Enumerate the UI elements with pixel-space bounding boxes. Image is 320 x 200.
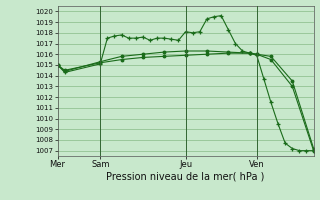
X-axis label: Pression niveau de la mer( hPa ): Pression niveau de la mer( hPa ) — [107, 172, 265, 182]
